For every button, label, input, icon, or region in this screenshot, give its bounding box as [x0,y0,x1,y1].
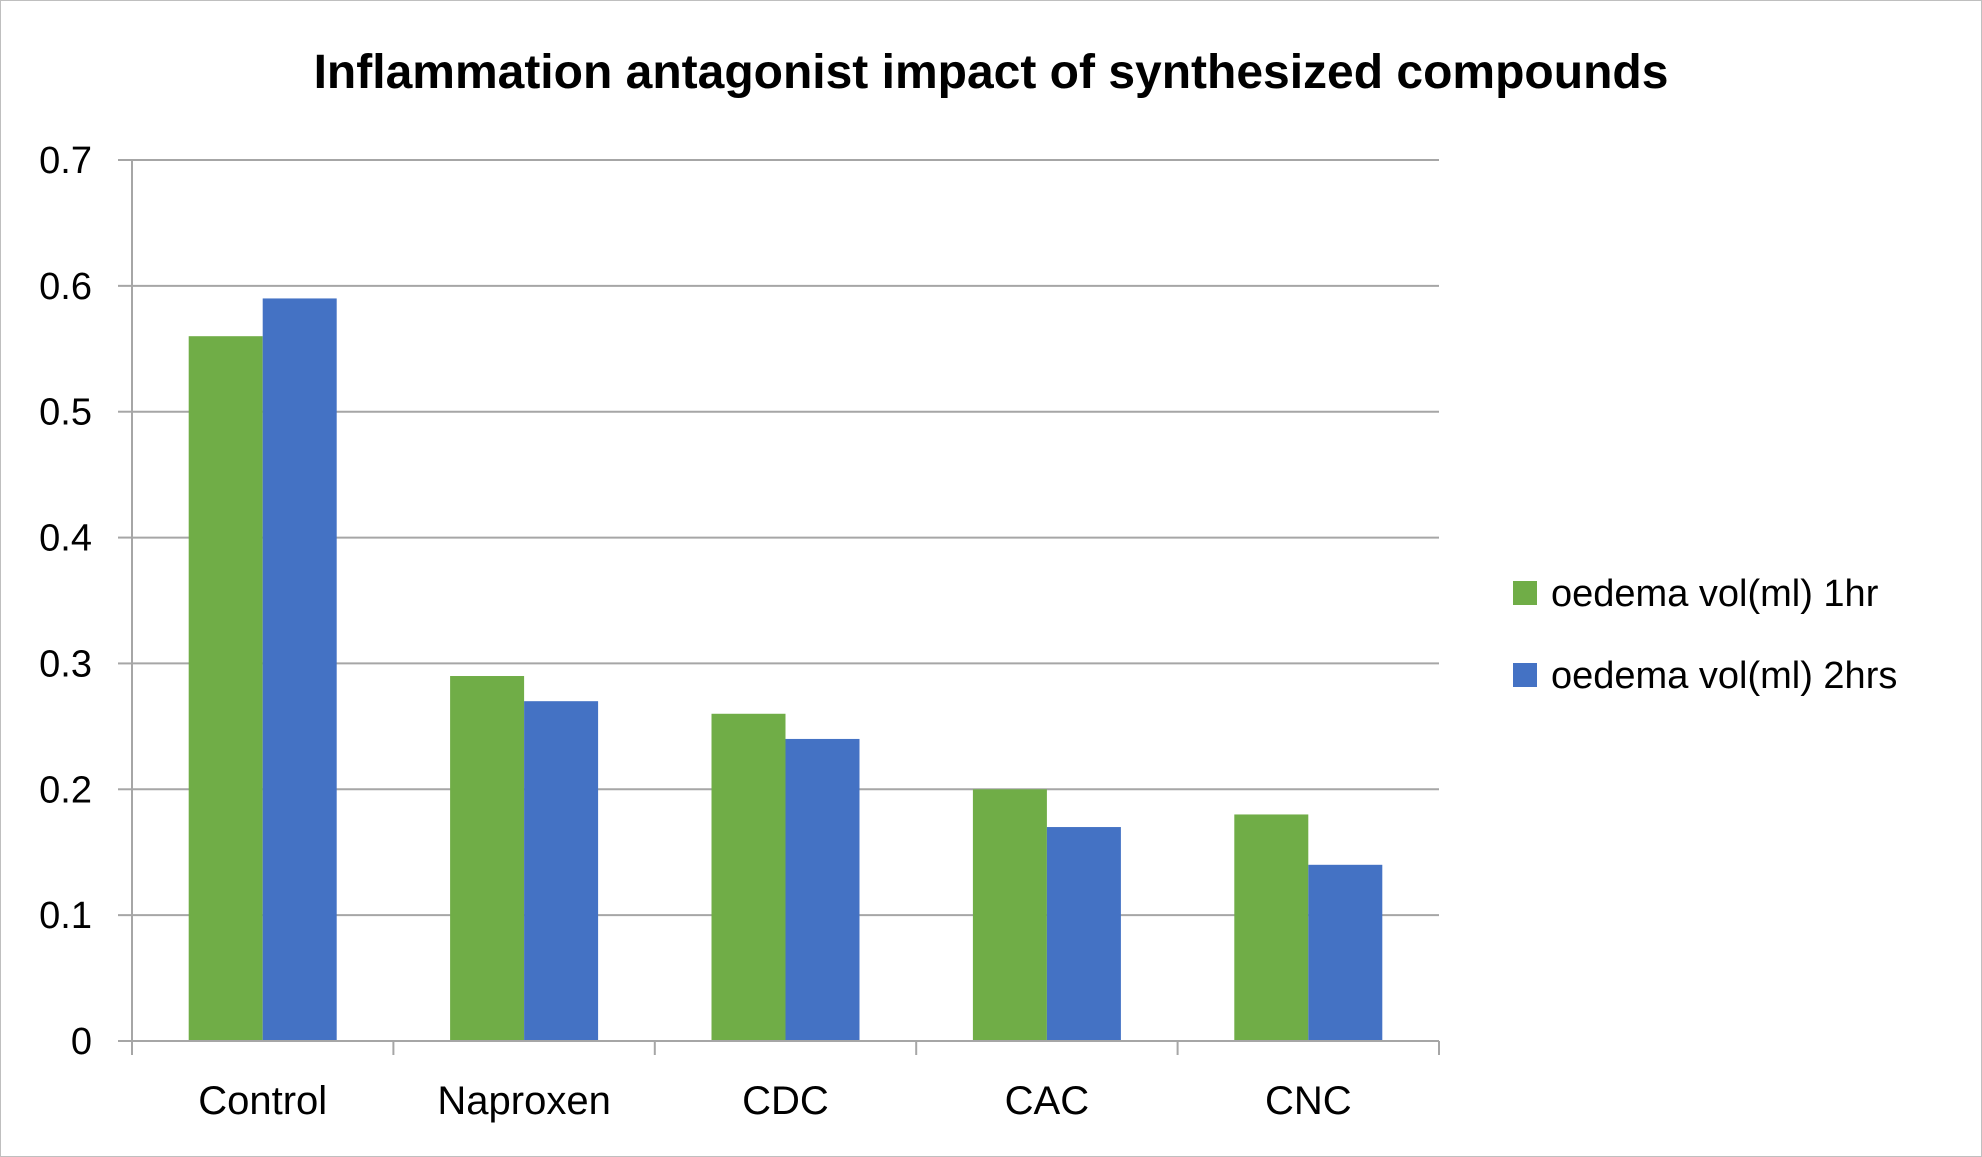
chart-title: Inflammation antagonist impact of synthe… [314,46,1669,99]
y-tick-label: 0.7 [39,140,92,182]
bar [1234,814,1309,1041]
legend-label: oedema vol(ml) 1hr [1551,573,1879,615]
bar [262,298,337,1041]
legend: oedema vol(ml) 1hr oedema vol(ml) 2hrs [1513,573,1897,697]
gridlines [132,159,1439,917]
bar [450,676,525,1041]
bar [711,713,786,1041]
y-tick-label: 0.5 [39,392,92,434]
y-tick-label: 0.1 [39,895,92,937]
y-tick-label: 0.3 [39,643,92,685]
bar [188,336,263,1041]
x-category-label: CDC [742,1079,829,1123]
x-category-label: Naproxen [437,1079,610,1123]
bar [785,738,860,1041]
bar [1046,827,1121,1041]
bars [188,298,1383,1041]
bar [524,701,599,1041]
x-axis: Control Naproxen CDC CAC CNC [131,1040,1440,1123]
x-category-label: CAC [1005,1079,1089,1123]
bar [1308,864,1383,1041]
y-tick-label: 0.6 [39,266,92,308]
y-tick-label: 0.2 [39,769,92,811]
y-tick-label: 0 [71,1021,92,1063]
y-tick-label: 0.4 [39,518,92,560]
y-axis: 0 0.1 0.2 0.3 0.4 0.5 0.6 0.7 [39,140,133,1063]
legend-swatch [1513,581,1537,605]
x-category-label: CNC [1265,1079,1352,1123]
bar [972,789,1047,1041]
x-category-label: Control [198,1079,327,1123]
legend-swatch [1513,663,1537,687]
legend-label: oedema vol(ml) 2hrs [1551,655,1897,697]
